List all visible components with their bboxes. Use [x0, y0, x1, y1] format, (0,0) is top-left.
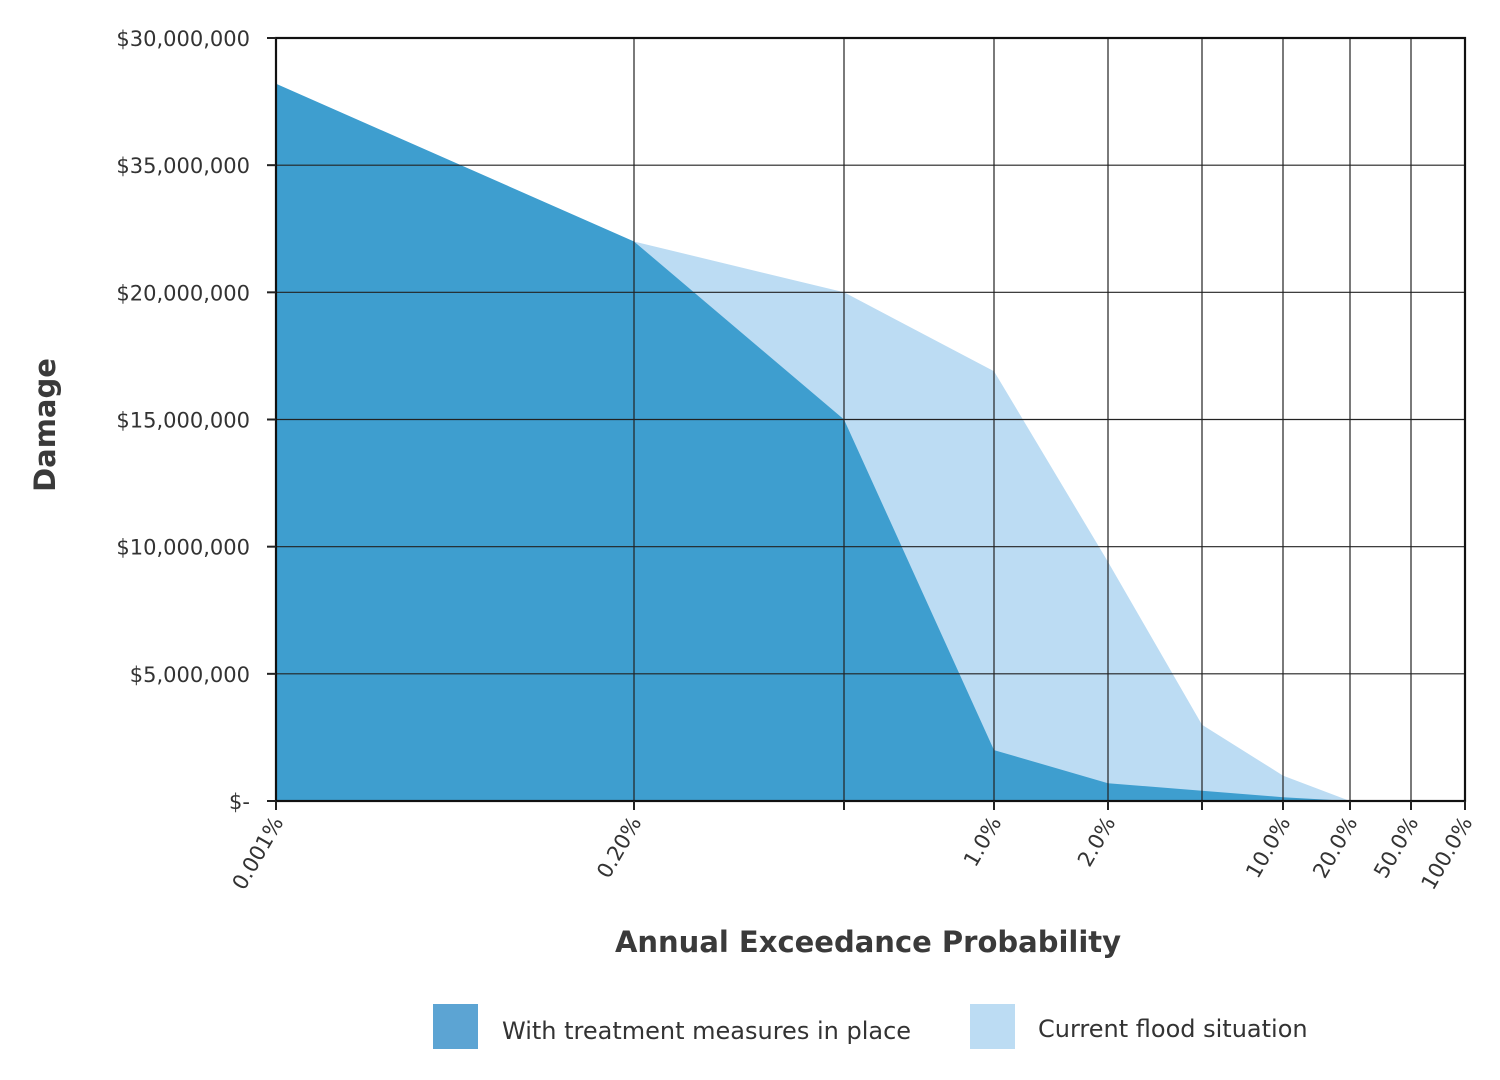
x-tick-label: 0.001%	[228, 813, 289, 894]
x-tick-label: 50.0%	[1369, 813, 1423, 883]
y-tick-label: $-	[229, 790, 250, 814]
x-axis-title: Annual Exceedance Probability	[615, 925, 1121, 959]
x-tick-label: 1.0%	[959, 813, 1006, 871]
y-tick-label: $15,000,000	[116, 409, 250, 433]
y-tick-label: $5,000,000	[130, 663, 250, 687]
x-tick-label: 10.0%	[1241, 813, 1295, 883]
y-tick-label: $20,000,000	[116, 281, 250, 305]
legend-swatch-treatment	[433, 1004, 478, 1049]
legend-label-current: Current flood situation	[1038, 1015, 1308, 1043]
x-tick-label: 100.0%	[1417, 813, 1478, 894]
y-axis-title: Damage	[28, 358, 62, 492]
y-tick-label: $30,000,000	[116, 27, 250, 51]
legend-label-treatment: With treatment measures in place	[502, 1017, 911, 1045]
legend-swatch-current	[970, 1004, 1015, 1049]
area-series-layer	[276, 84, 1465, 801]
y-tick-label: $10,000,000	[116, 536, 250, 560]
legend: With treatment measures in place Current…	[433, 1004, 1308, 1049]
x-tick-label: 0.20%	[592, 813, 646, 883]
x-tick-label: 20.0%	[1308, 813, 1362, 883]
y-tick-label: $35,000,000	[116, 154, 250, 178]
x-tick-label: 2.0%	[1073, 813, 1120, 871]
